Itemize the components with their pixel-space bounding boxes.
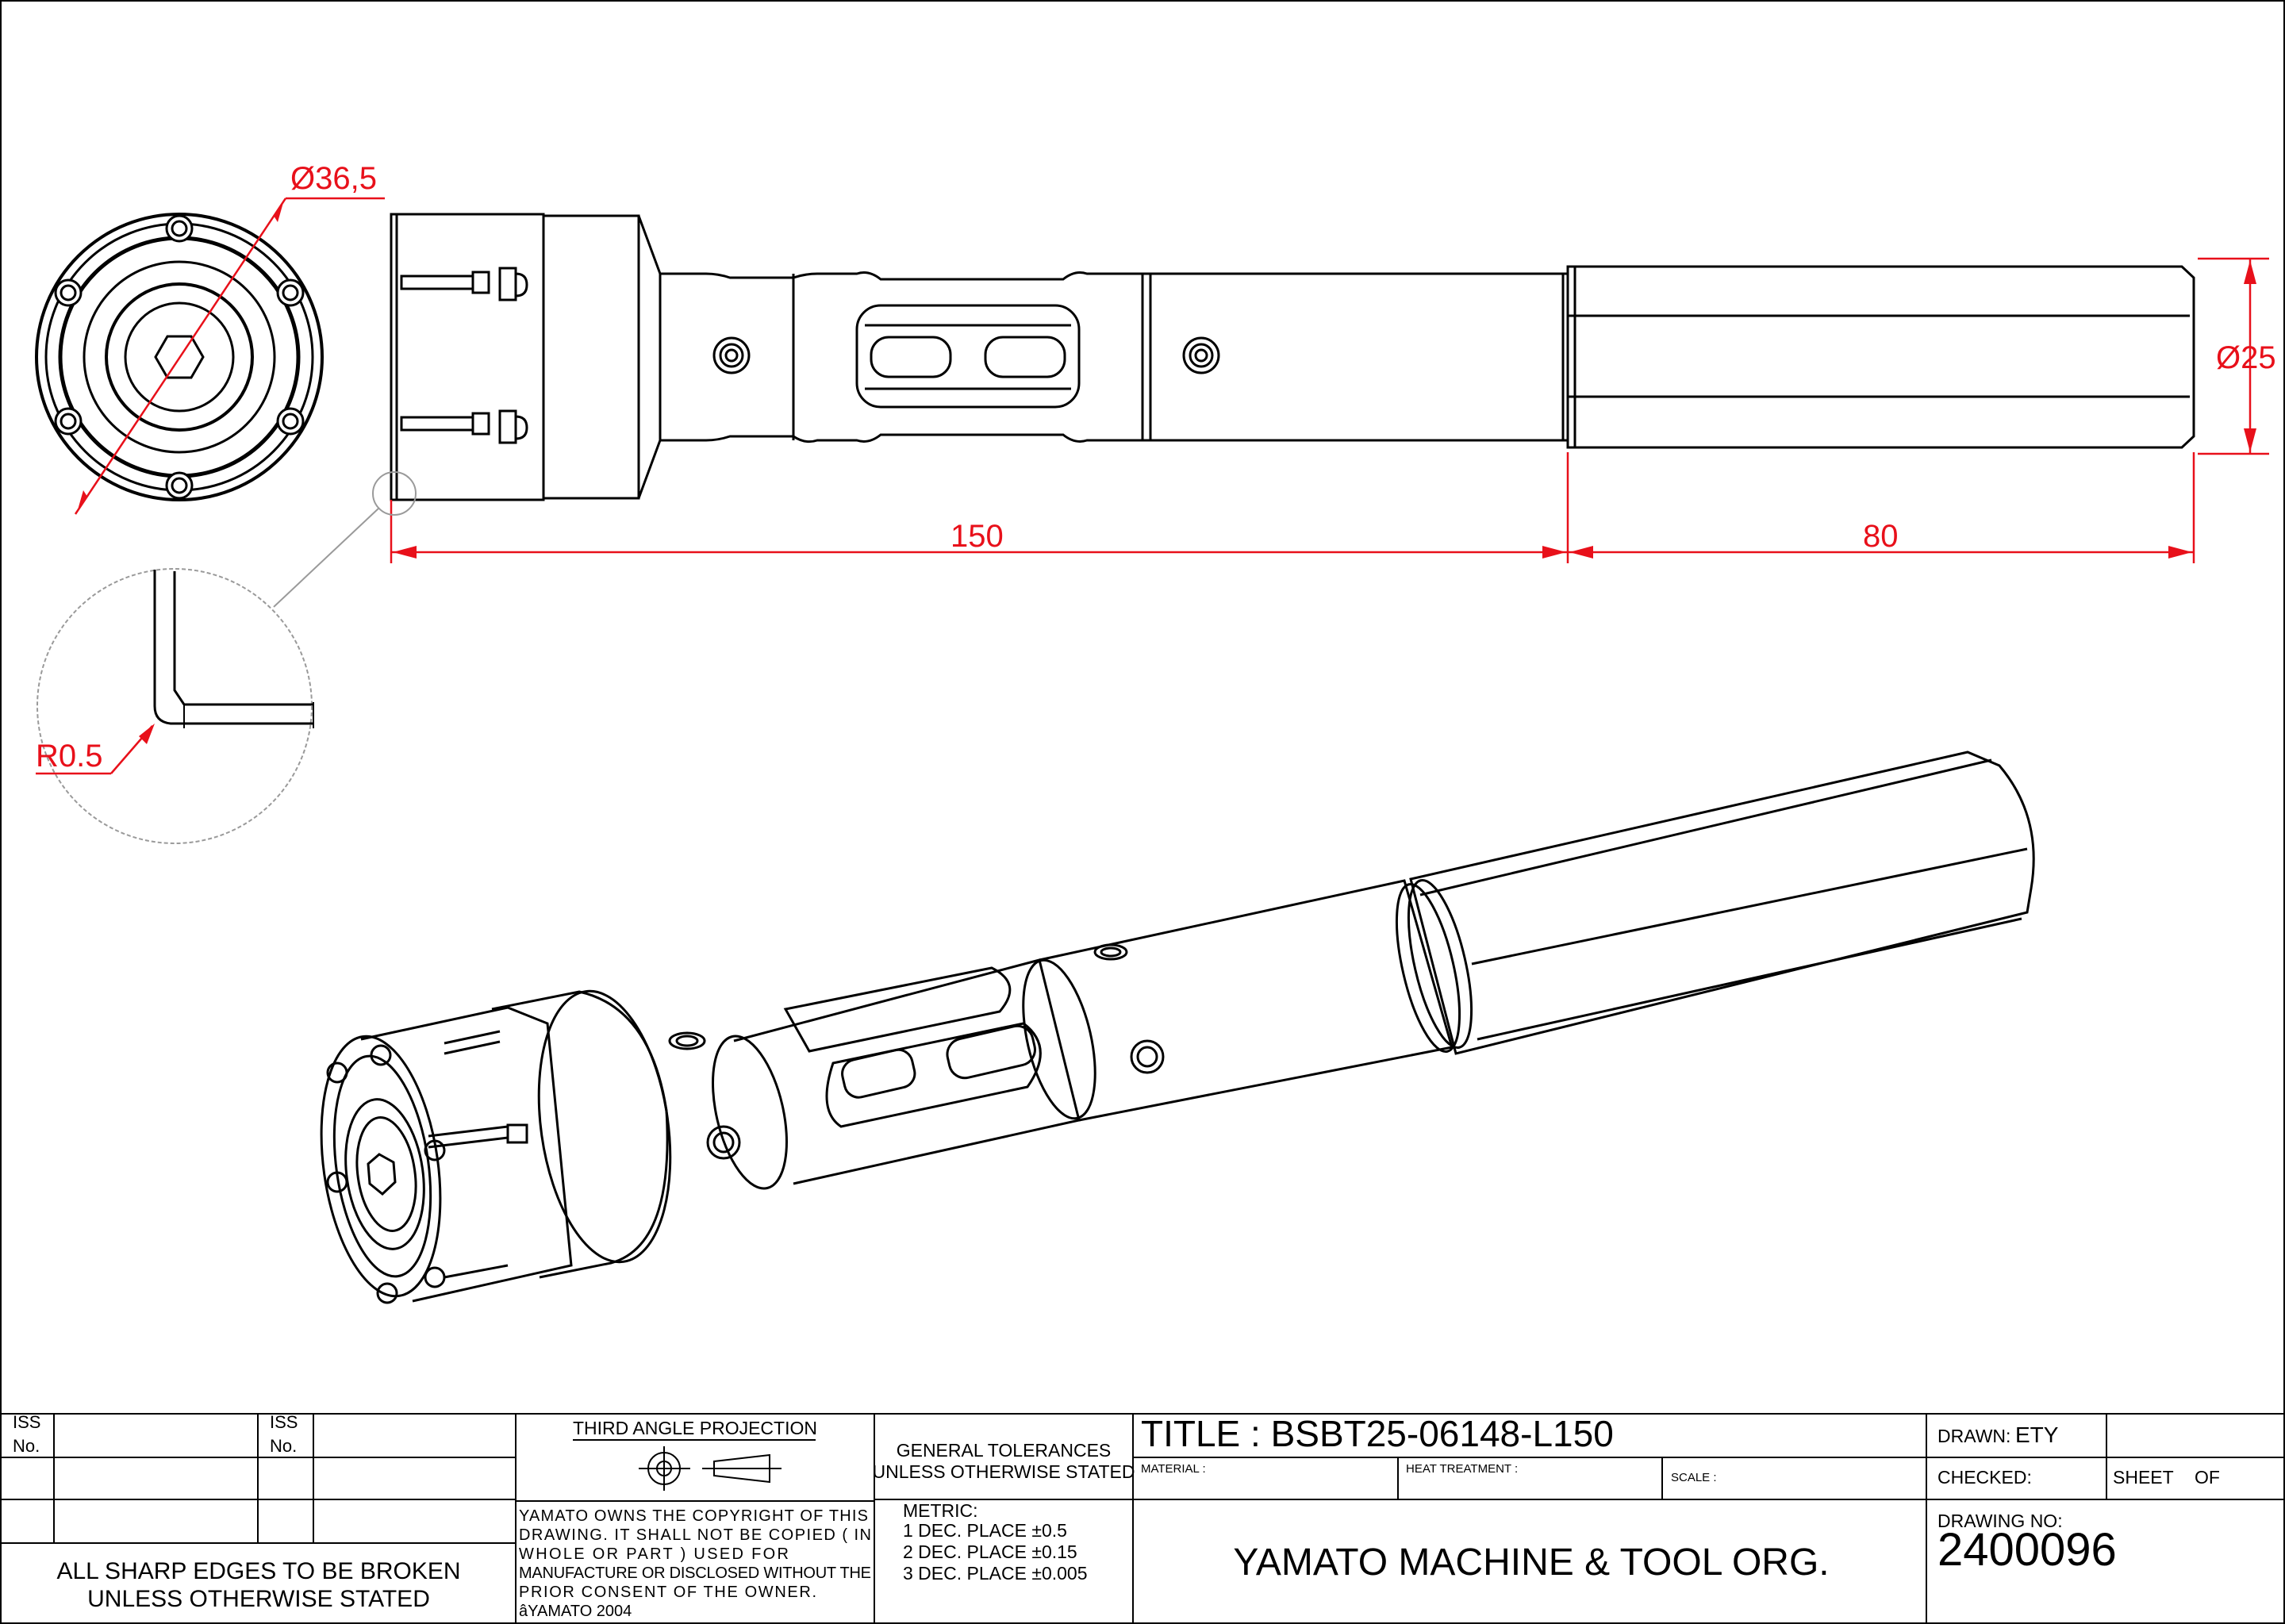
detail-view: R0.5 [36, 471, 417, 844]
heat-treatment-label: HEAT TREATMENT : [1406, 1462, 1518, 1476]
dim-body-length-label: 150 [950, 519, 1004, 554]
iss-label-1: ISS [13, 1412, 40, 1432]
iss-label-2: ISS [270, 1412, 298, 1432]
dim-shank-diameter-label: Ø25 [2216, 340, 2276, 375]
drawn-value: ETY [2015, 1422, 2059, 1447]
edges-note-line1: ALL SHARP EDGES TO BE BROKEN [56, 1558, 460, 1584]
dim-collet-diameter: Ø36,5 [74, 161, 385, 515]
dim-collet-diameter-label: Ø36,5 [290, 161, 377, 196]
tolerance-3: 3 DEC. PLACE ±0.005 [903, 1563, 1088, 1584]
company-name: YAMATO MACHINE & TOOL ORG. [1233, 1541, 1829, 1584]
metric-label: METRIC: [903, 1500, 978, 1521]
tolerances-heading-1: GENERAL TOLERANCES [897, 1440, 1112, 1461]
copyright-line-1: YAMATO OWNS THE COPYRIGHT OF THIS [519, 1507, 868, 1525]
dim-edge-radius-label: R0.5 [36, 739, 103, 774]
dim-shank-diameter [2198, 257, 2269, 455]
scale-label: SCALE : [1671, 1471, 1717, 1484]
dim-lengths [390, 452, 2195, 563]
drawing-title: TITLE : BSBT25-06148-L150 [1141, 1413, 1614, 1454]
end-view [35, 213, 324, 501]
title-block [1, 1413, 2284, 1623]
drawing-no-label: DRAWING NO: [1937, 1511, 2063, 1531]
dim-shank-length-label: 80 [1863, 519, 1899, 554]
of-label: OF [2195, 1467, 2220, 1488]
copyright-line-5: PRIOR CONSENT OF THE OWNER. [519, 1584, 816, 1601]
isometric-view [320, 751, 2035, 1304]
drawn-label: DRAWN: [1937, 1426, 2010, 1446]
projection-label: THIRD ANGLE PROJECTION [573, 1418, 817, 1438]
checked-label: CHECKED: [1937, 1467, 2032, 1488]
side-view [390, 213, 2195, 501]
copyright-line-4: MANUFACTURE OR DISCLOSED WITHOUT THE [519, 1564, 871, 1582]
no-label-1: No. [13, 1436, 40, 1456]
copyright-line-6: âYAMATO 2004 [519, 1603, 632, 1620]
sheet-label: SHEET [2113, 1467, 2174, 1488]
no-label-2: No. [270, 1436, 297, 1456]
material-label: MATERIAL : [1141, 1462, 1206, 1476]
copyright-line-2: DRAWING. IT SHALL NOT BE COPIED ( IN [519, 1526, 871, 1544]
title-block-text: ISS No. ISS No. ALL SHARP EDGES TO BE BR… [13, 1412, 2220, 1620]
tolerances-heading-2: UNLESS OTHERWISE STATED [873, 1461, 1135, 1482]
end-view-pins [54, 214, 305, 500]
tolerance-2: 2 DEC. PLACE ±0.15 [903, 1541, 1077, 1562]
tolerance-1: 1 DEC. PLACE ±0.5 [903, 1520, 1067, 1541]
copyright-line-3: WHOLE OR PART ) USED FOR [519, 1545, 789, 1563]
edges-note-line2: UNLESS OTHERWISE STATED [87, 1586, 430, 1612]
drawing-no: 2400096 [1937, 1524, 2117, 1576]
